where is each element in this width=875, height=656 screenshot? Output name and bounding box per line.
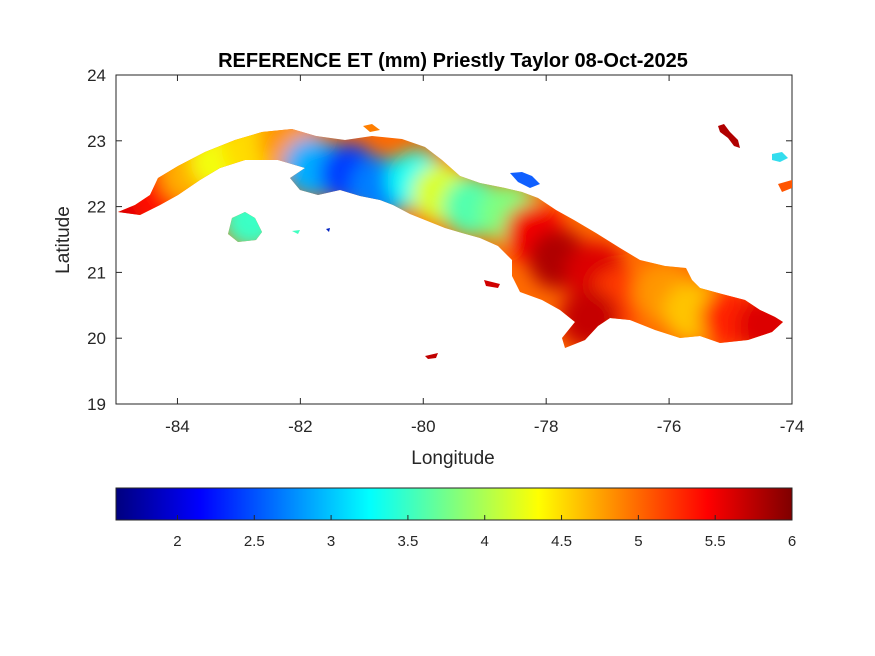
chart-title: REFERENCE ET (mm) Priestly Taylor 08-Oct… [218, 50, 688, 72]
x-axis-label: Longitude [411, 448, 494, 469]
x-tick-label: -84 [165, 417, 190, 436]
y-tick-label: 19 [87, 395, 106, 414]
key-south-central [484, 280, 500, 288]
island-east-edge [778, 180, 792, 192]
y-tick-label: 20 [87, 329, 106, 348]
y-axis-label: Latitude [53, 206, 74, 274]
colorbar-tick-label: 4.5 [551, 533, 572, 550]
colorbar [115, 487, 793, 521]
island-great-inagua [718, 124, 740, 148]
colorbar-tick-label: 6 [788, 533, 796, 550]
y-tick-label: 23 [87, 132, 106, 151]
island-ne-key [772, 152, 788, 162]
colorbar-tick-label: 2 [173, 533, 181, 550]
plot-area [115, 74, 793, 405]
colorbar-ticks: 2 2.5 3 3.5 4 4.5 5 5.5 6 [173, 515, 796, 550]
y-tick-label: 24 [87, 66, 106, 85]
y-tick-label: 21 [87, 263, 106, 282]
colorbar-tick-label: 2.5 [244, 533, 265, 550]
key-north-coast [510, 172, 540, 188]
x-tick-label: -80 [411, 417, 436, 436]
x-tick-label: -76 [657, 417, 682, 436]
key-north [363, 124, 380, 132]
y-ticks: 19 20 21 22 23 24 [87, 66, 792, 414]
key-south [425, 353, 438, 359]
key-west [292, 230, 300, 234]
colorbar-tick-label: 5 [634, 533, 642, 550]
key-west-2 [326, 228, 330, 232]
x-ticks: -84 -82 -80 -78 -76 -74 [165, 75, 804, 436]
colorbar-tick-label: 5.5 [705, 533, 726, 550]
colorbar-tick-label: 3 [327, 533, 335, 550]
x-tick-label: -78 [534, 417, 559, 436]
x-tick-label: -82 [288, 417, 313, 436]
colorbar-tick-label: 4 [481, 533, 489, 550]
islands [292, 124, 792, 359]
y-tick-label: 22 [87, 198, 106, 217]
colorbar-tick-label: 3.5 [397, 533, 418, 550]
x-tick-label: -74 [780, 417, 805, 436]
